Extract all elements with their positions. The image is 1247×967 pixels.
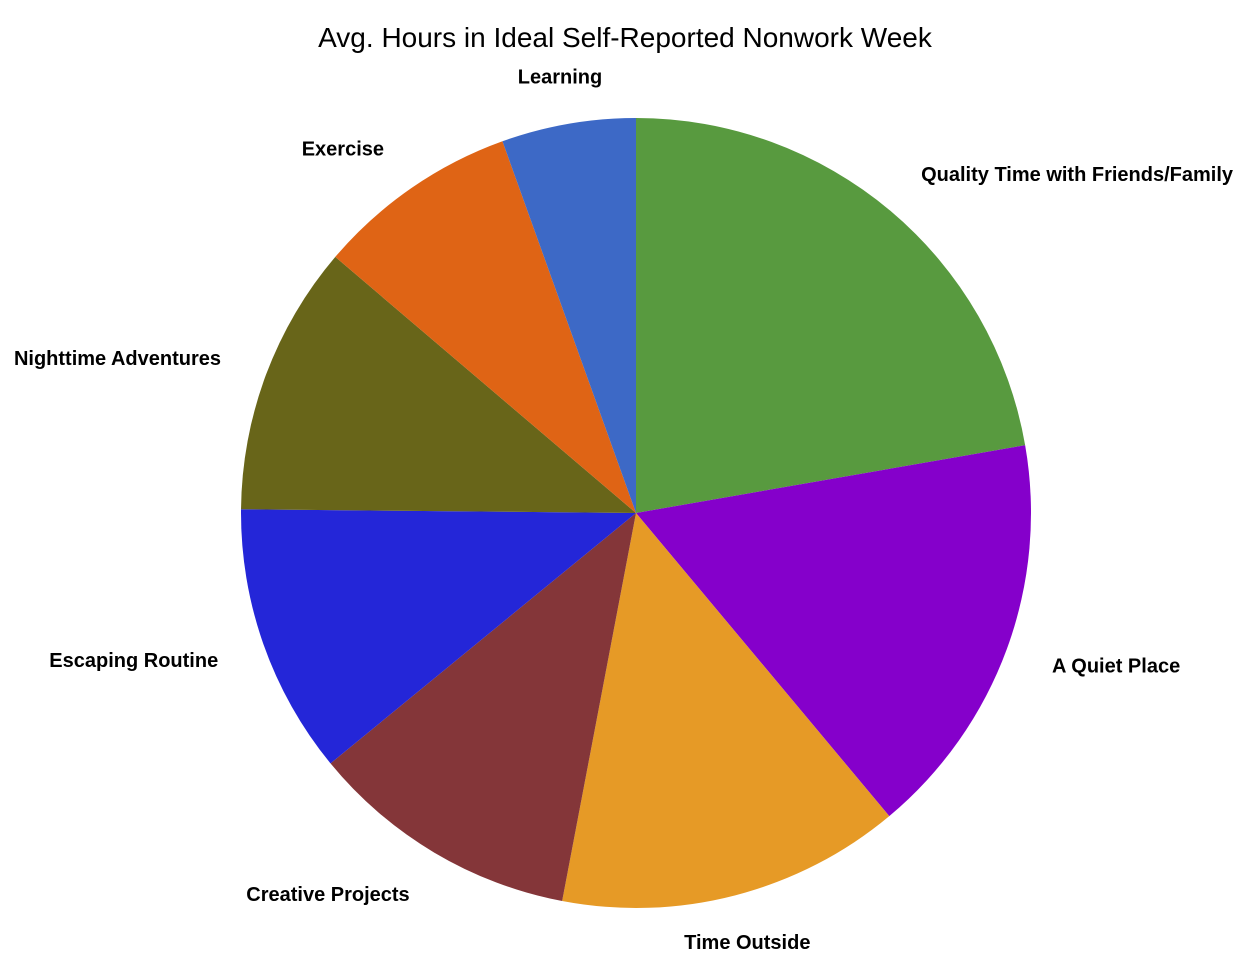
slice-label-7: Learning [518,67,602,89]
pie-slices [241,118,1031,908]
pie-slice-0 [636,118,1026,513]
slice-labels: Quality Time with Friends/Family A Quiet … [14,67,1234,954]
chart-title: Avg. Hours in Ideal Self-Reported Nonwor… [318,22,933,53]
pie-slice-5 [241,256,636,513]
slice-label-0: Quality Time with Friends/Family [921,164,1234,186]
slice-label-3: Creative Projects [246,884,409,906]
slice-label-2: Time Outside [684,932,810,954]
pie-slice-4 [241,509,636,764]
pie-slice-3 [330,513,636,902]
pie-slice-1 [636,445,1031,817]
pie-slice-2 [562,513,890,908]
slice-label-1: A Quiet Place [1052,655,1180,677]
slice-label-6: Exercise [302,139,384,161]
slice-label-5: Nighttime Adventures [14,348,221,370]
pie-slice-7 [502,118,636,513]
pie-slice-6 [335,141,636,513]
slice-label-4: Escaping Routine [49,650,218,672]
